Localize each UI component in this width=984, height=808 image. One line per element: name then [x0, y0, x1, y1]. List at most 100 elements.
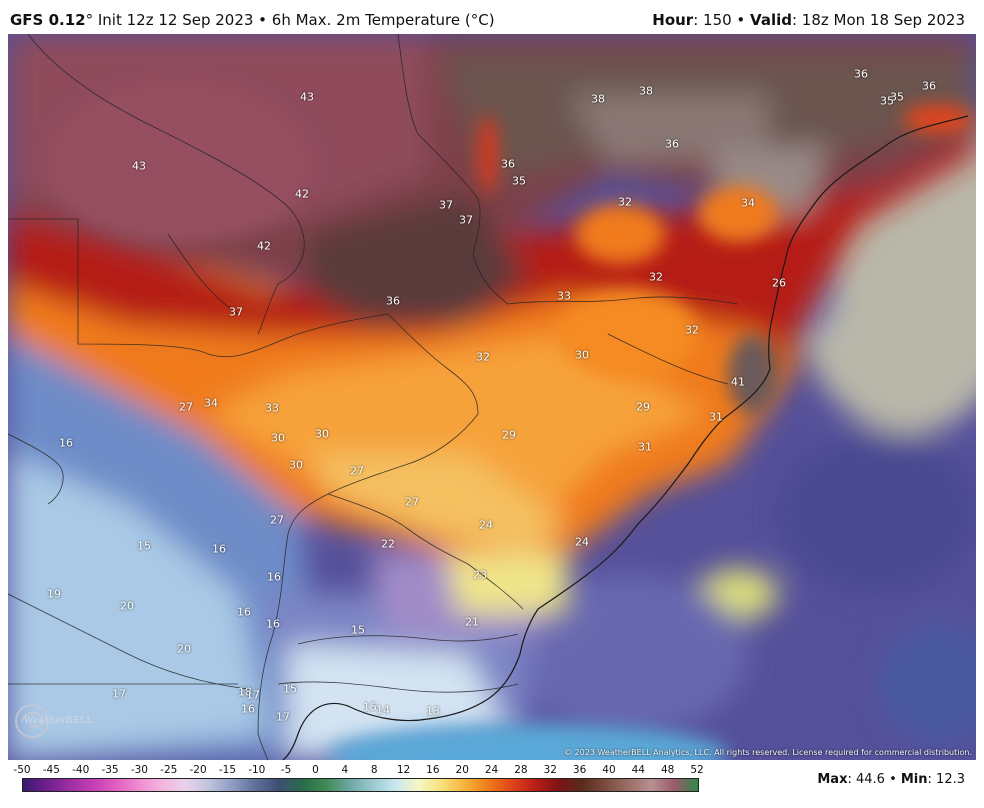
map-value-label: 15: [363, 700, 377, 714]
colorbar-tick-label: -35: [101, 764, 119, 776]
colorbar-tick-label: 16: [426, 764, 440, 776]
valid-label: Valid: [750, 11, 792, 29]
colorbar-tick-label: 8: [370, 764, 378, 776]
map-value-label: 16: [241, 702, 255, 716]
colorbar-tick-label: -45: [42, 764, 60, 776]
colorbar-ticks: -50 -45 -40 -35 -30 -25 -20 -15 -10 -5 0 4 8 12 16 20 24…: [0, 764, 984, 778]
map-value-label: 15: [137, 539, 151, 553]
colorbar-tick-label: 48: [660, 764, 675, 776]
colorbar-tick-label: -10: [248, 764, 266, 776]
map-header: GFS 0.12° Init 12z 12 Sep 2023 • 6h Max.…: [0, 0, 984, 34]
map-value-label: 15: [351, 623, 365, 637]
copyright-notice: © 2023 WeatherBELL Analytics, LLC. All r…: [564, 748, 972, 757]
map-value-label: 32: [685, 323, 699, 337]
colorbar-tick-label: 0: [312, 764, 319, 776]
map-value-label: 17: [246, 688, 260, 702]
map-value-label: 37: [459, 213, 473, 227]
model-name: GFS 0.12: [10, 11, 86, 29]
map-value-label: 43: [300, 90, 314, 104]
colorbar-gradient: [22, 778, 699, 792]
weatherbell-logo: WeatherBELL: [12, 700, 104, 742]
max-min-stats: Max: 44.6 • Min: 12.3: [817, 772, 965, 787]
logo-swirl-icon: [15, 704, 49, 738]
map-value-label: 41: [731, 375, 745, 389]
colorbar: -50 -45 -40 -35 -30 -25 -20 -15 -10 -5 0 4 8 12 16 20 24…: [0, 760, 984, 808]
map-value-label: 16: [59, 436, 73, 450]
map-value-label: 22: [381, 537, 395, 551]
map-value-label: 35: [880, 94, 894, 108]
colorbar-tick-label: -25: [160, 764, 178, 776]
borders: [8, 34, 739, 760]
map-value-label: 18: [238, 685, 252, 699]
temperature-map[interactable]: 43 43 42 42 37 38 38 36 35 36 35 36 37 3…: [8, 34, 976, 760]
map-value-label: 30: [315, 427, 329, 441]
map-value-label: 24: [479, 518, 493, 532]
map-value-label: 31: [709, 410, 723, 424]
colorbar-tick-label: 44: [631, 764, 645, 776]
map-value-label: 29: [636, 400, 650, 414]
map-value-label: 33: [557, 289, 571, 303]
map-value-label: 15: [283, 682, 297, 696]
map-value-label: 36: [854, 67, 868, 81]
map-value-label: 36: [386, 294, 400, 308]
map-value-label: 33: [265, 401, 279, 415]
map-value-label: 38: [591, 92, 605, 106]
map-value-label: 35: [512, 174, 526, 188]
colorbar-tick-label: 52: [690, 764, 704, 776]
colorbar-tick-label: -40: [72, 764, 90, 776]
map-value-label: 36: [501, 157, 515, 171]
map-value-label: 42: [257, 239, 271, 253]
map-value-label: 14: [376, 703, 390, 717]
map-value-label: 23: [473, 568, 487, 582]
map-value-label: 29: [502, 428, 516, 442]
map-value-label: 17: [276, 710, 290, 724]
colorbar-tick-label: 28: [514, 764, 528, 776]
colorbar-tick-label: 40: [602, 764, 616, 776]
map-value-label: 32: [649, 270, 663, 284]
run-info: Init 12z 12 Sep 2023 • 6h Max. 2m Temper…: [93, 11, 495, 29]
map-value-label: 31: [638, 440, 652, 454]
map-value-label: 21: [465, 615, 479, 629]
min-value: : 12.3: [927, 772, 965, 787]
map-value-label: 16: [267, 570, 281, 584]
colorbar-tick-label: 20: [455, 764, 469, 776]
colorbar-tick-label: -20: [189, 764, 207, 776]
hour-value: : 150 •: [693, 11, 751, 29]
map-value-label: 30: [575, 348, 589, 362]
map-value-label: 36: [922, 79, 936, 93]
valid-value: : 18z Mon 18 Sep 2023: [791, 11, 965, 29]
map-value-label: 34: [204, 396, 218, 410]
colorbar-tick-label: 36: [572, 764, 587, 776]
map-value-label: 42: [295, 187, 309, 201]
map-value-label: 32: [476, 350, 490, 364]
map-value-label: 16: [237, 605, 251, 619]
map-field: [8, 34, 976, 760]
colorbar-tick-label: 12: [396, 764, 411, 776]
max-label: Max: [817, 772, 848, 787]
colorbar-tick-label: 32: [543, 764, 557, 776]
map-value-label: 26: [772, 276, 786, 290]
map-value-label: 27: [405, 495, 419, 509]
map-value-label: 35: [890, 90, 904, 104]
header-title: GFS 0.12° Init 12z 12 Sep 2023 • 6h Max.…: [10, 11, 495, 29]
map-value-label: 17: [112, 687, 126, 701]
degree-symbol: °: [85, 11, 94, 29]
map-value-label: 24: [575, 535, 589, 549]
map-value-label: 37: [439, 198, 453, 212]
map-value-label: 43: [132, 159, 146, 173]
coastline: [282, 115, 969, 760]
map-value-label: 34: [741, 196, 755, 210]
colorbar-tick-label: 24: [484, 764, 499, 776]
map-value-label: 32: [618, 195, 632, 209]
map-value-label: 27: [350, 464, 364, 478]
map-value-label: 38: [639, 84, 653, 98]
map-value-label: 19: [47, 587, 61, 601]
colorbar-tick-label: -15: [218, 764, 236, 776]
map-value-label: 27: [270, 513, 284, 527]
map-value-label: 27: [179, 400, 193, 414]
map-value-label: 20: [120, 599, 134, 613]
hour-label: Hour: [652, 11, 694, 29]
map-value-label: 16: [266, 617, 280, 631]
map-value-label: 13: [426, 704, 440, 718]
map-value-label: 16: [212, 542, 226, 556]
